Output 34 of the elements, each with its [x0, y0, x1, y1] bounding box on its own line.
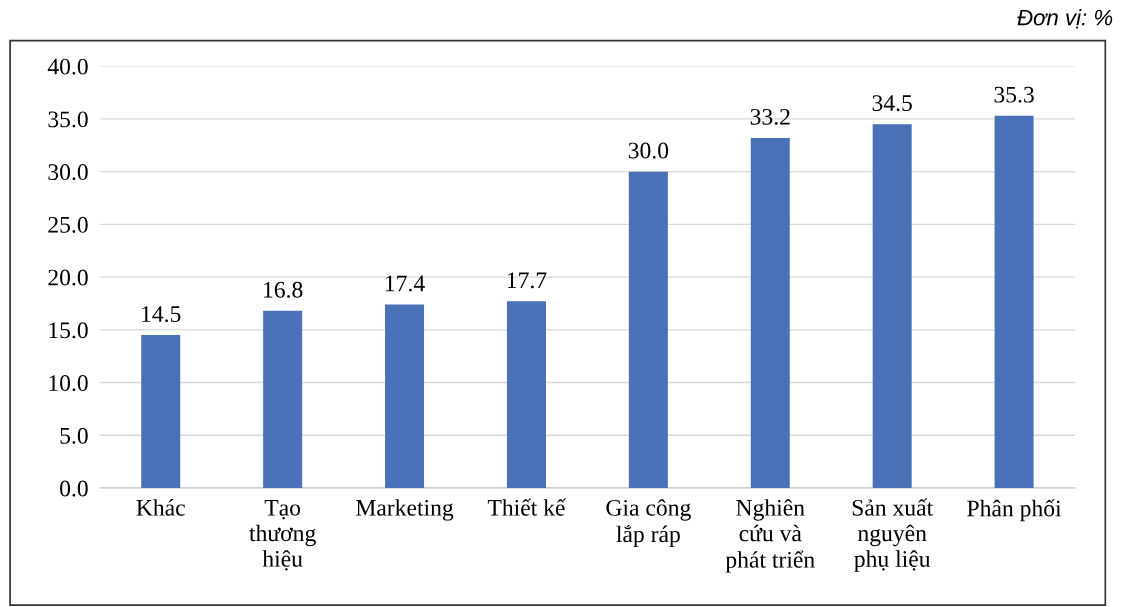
y-tick-label: 30.0: [48, 164, 88, 181]
x-tick-label: Tạo thương hiệu: [249, 500, 316, 571]
x-tick-label: Marketing: [356, 499, 454, 521]
bar: [141, 335, 181, 489]
data-label: 17.7: [507, 272, 547, 289]
data-label: 16.8: [264, 281, 303, 298]
text: Đơn vị: %: [1017, 9, 1113, 29]
y-tick-label: 40.0: [47, 58, 88, 75]
bar: [506, 301, 546, 489]
x-tick-label: Thiết kế: [487, 498, 566, 516]
y-tick-label: 10.0: [49, 375, 88, 392]
y-tick-label: 20.0: [48, 269, 88, 286]
y-tick-label: 15.0: [49, 322, 88, 339]
data-label: 35.3: [994, 86, 1034, 103]
x-tick-label: Nghiên cứu và phát triển: [725, 499, 815, 573]
data-label: 30.0: [628, 142, 669, 159]
y-tick-label: 35.0: [48, 111, 88, 128]
bar: [750, 137, 790, 489]
data-label: 14.5: [142, 306, 181, 323]
bar: [263, 310, 303, 489]
y-tick-label: 5.0: [60, 427, 88, 444]
x-tick-label: Gia công lắp ráp: [606, 499, 691, 548]
data-label: 34.5: [872, 95, 912, 112]
bar: [385, 304, 425, 489]
bar: [628, 171, 668, 489]
x-tick-label: Phân phối: [967, 499, 1062, 522]
data-label: 17.4: [385, 275, 425, 292]
bar: [872, 124, 912, 489]
x-tick-label: Khác: [136, 499, 185, 516]
data-label: 33.2: [750, 108, 790, 125]
y-tick-label: 25.0: [48, 216, 88, 233]
x-tick-label: Sản xuất nguyên phụ liệu: [852, 498, 934, 572]
y-tick-label: 0.0: [60, 480, 88, 497]
bar: [994, 115, 1034, 489]
